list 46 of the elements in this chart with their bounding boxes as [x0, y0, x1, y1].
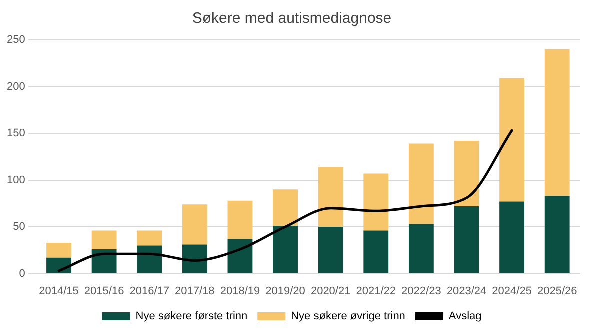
legend-label: Avslag: [448, 310, 482, 323]
bar: [273, 226, 298, 274]
x-tick-label: 2016/17: [130, 285, 170, 298]
bar: [408, 144, 434, 224]
x-tick-label: 2017/18: [175, 285, 215, 298]
legend-label: Nye søkere øvrige trinn: [291, 310, 406, 323]
x-tick-label: 2020/21: [310, 285, 351, 298]
bar: [318, 227, 344, 274]
bar: [500, 78, 525, 202]
bar: [454, 206, 480, 274]
bar: [228, 239, 253, 274]
bar: [364, 230, 389, 274]
bar: [454, 141, 480, 206]
bar: [408, 224, 434, 274]
y-tick-label: 50: [13, 221, 26, 234]
x-tick-label: 2015/16: [84, 285, 124, 298]
legend-label: Nye søkere første trinn: [136, 310, 248, 323]
x-tick-label: 2018/19: [220, 285, 260, 298]
x-tick-label: 2025/26: [537, 285, 578, 298]
y-tick-label: 150: [6, 128, 26, 140]
y-tick-label: 200: [6, 80, 26, 93]
x-tick-label: 2014/15: [39, 285, 79, 298]
bar: [137, 246, 162, 274]
x-tick-label: 2022/23: [402, 285, 442, 298]
y-tick-label: 100: [6, 174, 26, 186]
bar: [46, 242, 72, 258]
bar: [137, 230, 162, 246]
x-tick-label: 2021/22: [356, 285, 396, 298]
bar: [92, 230, 117, 250]
bar: [544, 196, 570, 274]
bar: [544, 49, 570, 196]
line-series: [58, 129, 514, 272]
bar: [182, 204, 208, 245]
bar: [318, 167, 344, 228]
bar: [182, 244, 208, 274]
x-tick-label: 2019/20: [266, 285, 306, 298]
bar: [46, 258, 72, 274]
chart-title: Søkere med autismediagnose: [192, 10, 392, 28]
bar: [364, 174, 389, 231]
y-tick-label: 250: [6, 34, 26, 46]
x-tick-label: 2024/25: [492, 285, 532, 298]
bar: [500, 202, 525, 274]
bar: [273, 190, 298, 226]
bar: [228, 200, 253, 240]
y-tick-label: 0: [19, 268, 26, 280]
x-tick-label: 2023/24: [446, 285, 487, 298]
